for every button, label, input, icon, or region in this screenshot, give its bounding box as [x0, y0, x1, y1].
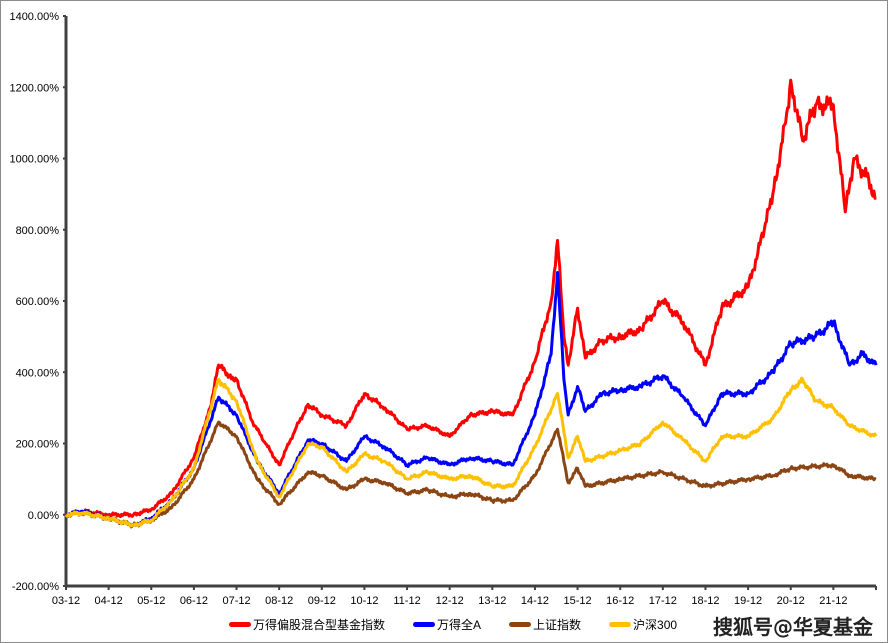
legend: 万得偏股混合型基金指数 万得全A 上证指数 沪深300 [229, 616, 677, 633]
x-tick-label: 15-12 [564, 595, 592, 607]
y-tick-label: 1000.00% [9, 154, 59, 166]
x-tick-label: 10-12 [350, 595, 378, 607]
x-tick-label: 16-12 [606, 595, 634, 607]
x-tick-label: 20-12 [777, 595, 805, 607]
y-tick-label: 1200.00% [9, 82, 59, 94]
series-line-0 [65, 78, 877, 519]
legend-label: 万得全A [437, 618, 482, 632]
x-tick-label: 04-12 [95, 595, 123, 607]
y-tick-label: 400.00% [16, 367, 60, 379]
legend-label: 沪深300 [633, 618, 678, 632]
legend-item: 万得全A [413, 616, 481, 633]
x-tick-label: 18-12 [691, 595, 719, 607]
x-tick-label: 06-12 [180, 595, 208, 607]
x-tick-label: 07-12 [222, 595, 250, 607]
x-tick-label: 05-12 [137, 595, 165, 607]
y-tick-label: 1400.00% [9, 11, 59, 23]
x-tick-label: 12-12 [436, 595, 464, 607]
x-tick-label: 19-12 [734, 595, 762, 607]
legend-swatch [229, 622, 251, 627]
legend-item: 沪深300 [609, 616, 677, 633]
legend-swatch [413, 622, 436, 627]
legend-label: 万得偏股混合型基金指数 [253, 618, 386, 632]
legend-swatch [609, 622, 632, 627]
x-tick-label: 03-12 [52, 595, 80, 607]
x-tick-label: 13-12 [478, 595, 506, 607]
x-tick-label: 14-12 [521, 595, 549, 607]
y-tick-label: 800.00% [16, 225, 60, 237]
legend-swatch [509, 622, 532, 627]
legend-item: 上证指数 [509, 616, 581, 633]
x-tick-label: 17-12 [649, 595, 677, 607]
x-tick-label: 11-12 [393, 595, 420, 607]
x-tick-label: 09-12 [308, 595, 336, 607]
y-tick-label: 200.00% [16, 439, 60, 451]
x-tick-label: 08-12 [265, 595, 293, 607]
legend-label: 上证指数 [533, 618, 582, 632]
y-tick-label: 600.00% [16, 296, 60, 308]
y-tick-label: -200.00% [12, 581, 59, 593]
legend-item: 万得偏股混合型基金指数 [229, 616, 385, 633]
series-line-3 [64, 376, 878, 528]
y-tick-label: 0.00% [28, 510, 59, 522]
watermark: 搜狐号@华夏基金 [713, 615, 873, 639]
x-tick-label: 21-12 [819, 595, 847, 607]
series-line-2 [64, 420, 877, 529]
